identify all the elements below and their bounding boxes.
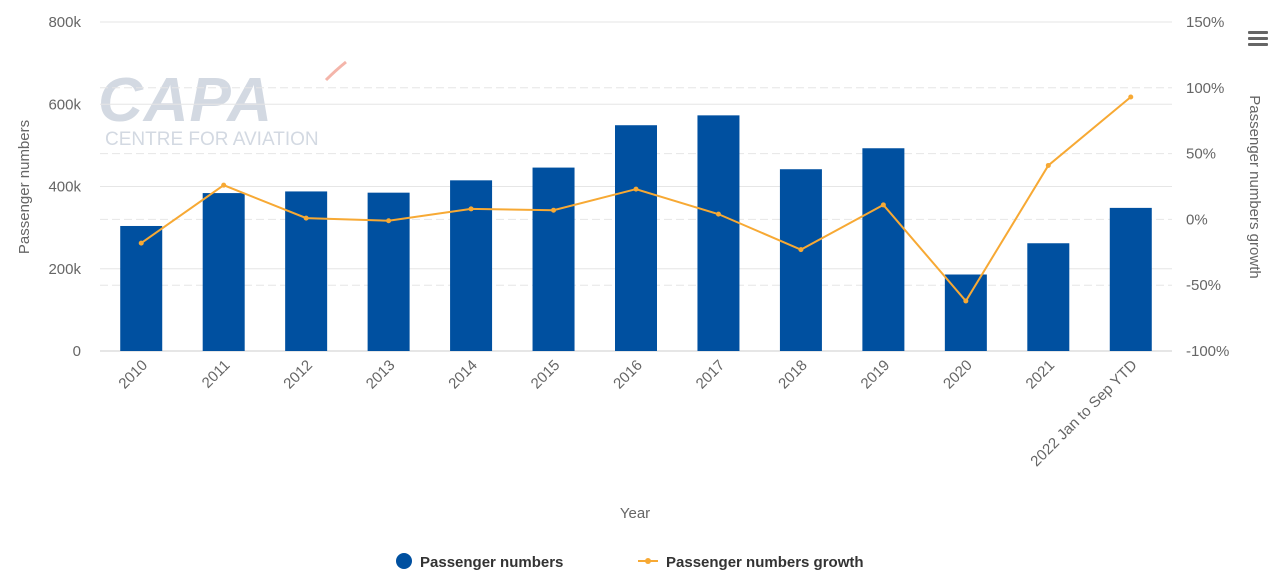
- x-axis-ticks: 2010 2011 2012 2013 2014 2015 2016 2017 2018 2019…: [115, 357, 1140, 470]
- bar-2011[interactable]: [202, 193, 245, 351]
- watermark-swoosh-icon: [324, 60, 347, 82]
- capa-watermark-logo: CAPA CENTRE FOR AVIATION: [98, 60, 347, 150]
- right-y-tick-label: -50%: [1186, 277, 1221, 294]
- bar-2014[interactable]: [450, 180, 493, 351]
- growth-point-2022-jan-to-sep-ytd[interactable]: [1128, 94, 1134, 100]
- x-tick-label: 2016: [610, 357, 646, 393]
- x-tick-label: 2021: [1023, 357, 1059, 393]
- growth-point-2015[interactable]: [551, 207, 557, 213]
- bar-2013[interactable]: [367, 192, 410, 351]
- legend-bar-marker-icon: [396, 553, 412, 569]
- growth-point-2018[interactable]: [798, 247, 804, 253]
- growth-point-2019[interactable]: [880, 202, 886, 208]
- legend-line-point-icon: [645, 558, 651, 564]
- watermark-tagline: CENTRE FOR AVIATION: [105, 129, 319, 150]
- growth-point-2021[interactable]: [1045, 162, 1051, 168]
- right-y-tick-label: 100%: [1186, 80, 1224, 97]
- legend-item-passenger-numbers[interactable]: Passenger numbers: [396, 553, 563, 571]
- right-y-tick-label: 150%: [1186, 14, 1224, 31]
- right-y-tick-label: -100%: [1186, 343, 1229, 360]
- bar-series-passenger-numbers: [120, 115, 1152, 351]
- right-y-tick-label: 0%: [1186, 211, 1208, 228]
- bar-2017[interactable]: [697, 115, 740, 351]
- x-tick-label: 2015: [528, 357, 564, 393]
- left-y-tick-label: 0: [73, 343, 81, 360]
- left-y-tick-label: 600k: [48, 96, 81, 113]
- left-y-axis-title: Passenger numbers: [16, 120, 33, 254]
- x-tick-label: 2017: [693, 357, 729, 393]
- growth-point-2011[interactable]: [221, 182, 227, 188]
- bar-2020[interactable]: [944, 274, 987, 351]
- x-tick-label: 2011: [199, 357, 234, 392]
- growth-point-2014[interactable]: [468, 206, 474, 212]
- growth-point-2020[interactable]: [963, 298, 969, 304]
- legend-label-passenger-numbers: Passenger numbers: [420, 554, 563, 571]
- right-y-axis-title: Passenger numbers growth: [1246, 95, 1263, 278]
- bar-2021[interactable]: [1027, 243, 1070, 351]
- growth-point-2013[interactable]: [386, 218, 392, 224]
- left-y-tick-label: 200k: [48, 261, 81, 278]
- left-y-tick-label: 400k: [48, 179, 81, 196]
- x-tick-label: 2014: [445, 357, 481, 393]
- right-y-tick-label: 50%: [1186, 146, 1216, 163]
- growth-point-2012[interactable]: [303, 215, 309, 221]
- x-tick-label: 2013: [363, 357, 399, 393]
- legend-item-passenger-numbers-growth[interactable]: Passenger numbers growth: [638, 554, 864, 571]
- bar-2019[interactable]: [862, 148, 905, 351]
- right-y-axis-ticks: -100% -50% 0% 50% 100% 150%: [1186, 14, 1229, 360]
- x-tick-label: 2018: [775, 357, 811, 393]
- bar-2015[interactable]: [532, 167, 575, 351]
- bar-2010[interactable]: [120, 225, 163, 351]
- growth-point-2017[interactable]: [715, 211, 721, 217]
- bar-2012[interactable]: [285, 191, 328, 351]
- x-tick-label: 2020: [940, 357, 976, 393]
- line-series-passenger-numbers-growth: [138, 94, 1134, 304]
- x-tick-label: 2010: [115, 357, 151, 393]
- bar-2016[interactable]: [615, 125, 657, 351]
- bar-2022-jan-to-sep-ytd[interactable]: [1109, 207, 1152, 351]
- x-tick-label: 2019: [858, 357, 894, 393]
- x-axis-title: Year: [620, 505, 650, 522]
- watermark-brand: CAPA: [98, 66, 273, 135]
- left-y-tick-label: 800k: [48, 14, 81, 31]
- growth-point-2016[interactable]: [633, 186, 639, 192]
- hamburger-menu-icon[interactable]: [1244, 28, 1268, 50]
- left-y-axis-ticks: 0 200k 400k 600k 800k: [48, 14, 81, 360]
- legend: Passenger numbers Passenger numbers grow…: [396, 553, 864, 571]
- x-tick-label: 2012: [280, 357, 316, 393]
- growth-point-2010[interactable]: [138, 240, 144, 246]
- bar-2018[interactable]: [779, 169, 822, 351]
- legend-label-passenger-numbers-growth: Passenger numbers growth: [666, 554, 864, 571]
